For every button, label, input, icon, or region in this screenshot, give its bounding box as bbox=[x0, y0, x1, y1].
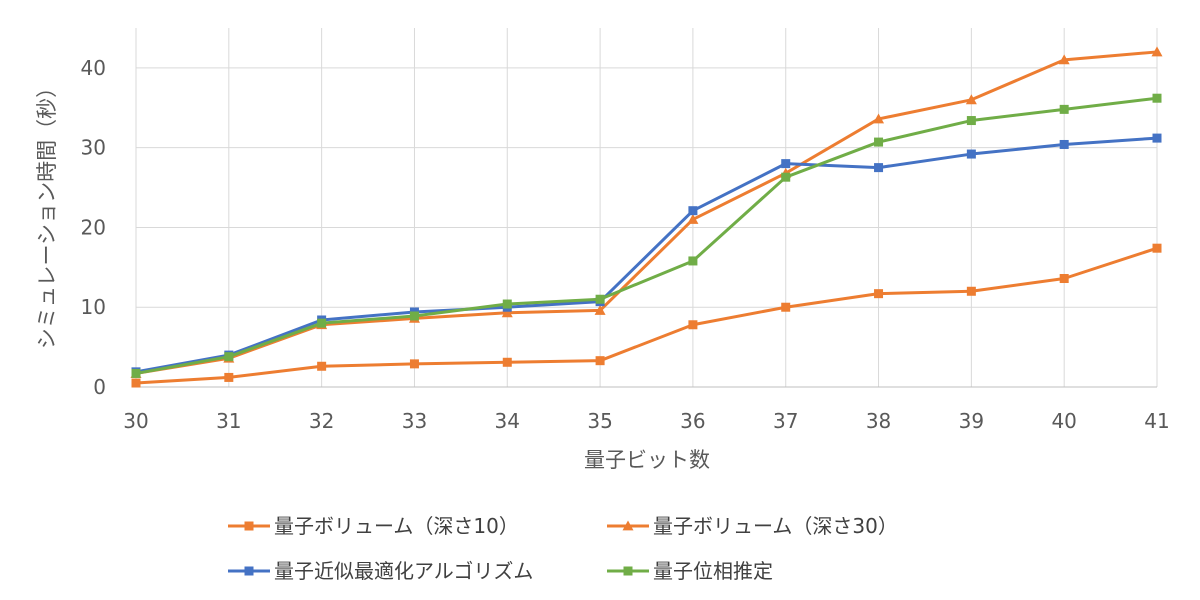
series-3 bbox=[131, 133, 1162, 377]
data-point bbox=[874, 163, 884, 173]
data-point bbox=[688, 256, 698, 266]
series-1 bbox=[131, 243, 1162, 388]
data-point bbox=[1151, 46, 1163, 57]
data-point bbox=[409, 311, 419, 321]
data-point bbox=[966, 286, 976, 296]
data-point bbox=[781, 159, 791, 169]
data-point bbox=[317, 361, 327, 371]
y-tick-label: 0 bbox=[93, 375, 106, 399]
series-line bbox=[135, 50, 1158, 375]
x-tick-label: 30 bbox=[123, 409, 148, 433]
data-point bbox=[688, 320, 698, 330]
data-point bbox=[224, 352, 234, 362]
data-point bbox=[224, 372, 234, 382]
data-point bbox=[874, 137, 884, 147]
series-line bbox=[135, 136, 1158, 374]
grid-lines bbox=[135, 28, 1158, 387]
y-tick-label: 20 bbox=[81, 215, 106, 239]
data-point bbox=[131, 378, 141, 388]
data-point bbox=[594, 304, 606, 315]
x-tick-label: 36 bbox=[680, 409, 705, 433]
x-tick-label: 40 bbox=[1051, 409, 1076, 433]
y-tick-label: 10 bbox=[81, 295, 106, 319]
data-point bbox=[781, 302, 791, 312]
legend-label: 量子位相推定 bbox=[653, 559, 773, 583]
legend-item-4: 量子位相推定 bbox=[607, 559, 773, 583]
x-tick-label: 33 bbox=[402, 409, 427, 433]
series-group bbox=[130, 46, 1163, 388]
data-point bbox=[1152, 133, 1162, 143]
data-point bbox=[1152, 93, 1162, 103]
x-axis-title: 量子ビット数 bbox=[584, 448, 710, 472]
data-point bbox=[595, 356, 605, 366]
legend-swatch-marker bbox=[244, 566, 254, 576]
data-point bbox=[873, 113, 885, 124]
legend: 量子ボリューム（深さ10） 量子ボリューム（深さ30） 量子近似最適化アルゴリズム 量… bbox=[228, 514, 898, 583]
legend-swatch-marker bbox=[622, 520, 634, 531]
data-point bbox=[781, 172, 791, 182]
data-point bbox=[874, 289, 884, 299]
legend-label: 量子ボリューム（深さ30） bbox=[653, 514, 898, 538]
data-point bbox=[688, 206, 698, 216]
series-line bbox=[135, 246, 1158, 385]
legend-label: 量子ボリューム（深さ10） bbox=[274, 514, 519, 538]
data-point bbox=[409, 359, 419, 369]
data-point bbox=[502, 299, 512, 309]
x-tick-label: 38 bbox=[866, 409, 891, 433]
legend-item-1: 量子ボリューム（深さ10） bbox=[228, 514, 519, 538]
x-tick-label: 35 bbox=[587, 409, 612, 433]
x-tick-label: 32 bbox=[309, 409, 334, 433]
legend-label: 量子近似最適化アルゴリズム bbox=[274, 559, 533, 583]
x-tick-label: 34 bbox=[495, 409, 520, 433]
legend-item-2: 量子ボリューム（深さ30） bbox=[607, 514, 898, 538]
series-line bbox=[135, 96, 1158, 375]
data-point bbox=[595, 294, 605, 304]
data-point bbox=[1059, 104, 1069, 114]
data-point bbox=[965, 94, 977, 105]
series-2 bbox=[130, 46, 1163, 378]
y-axis-title: シミュレーション時間（秒） bbox=[35, 77, 59, 349]
data-point bbox=[317, 318, 327, 328]
x-tick-label: 37 bbox=[773, 409, 798, 433]
legend-swatch-marker bbox=[623, 566, 633, 576]
data-point bbox=[966, 116, 976, 126]
data-point bbox=[501, 307, 513, 318]
series-4 bbox=[131, 93, 1162, 378]
x-tick-label: 31 bbox=[216, 409, 241, 433]
y-tick-label: 30 bbox=[81, 136, 106, 160]
data-point bbox=[687, 213, 699, 224]
data-point bbox=[966, 149, 976, 159]
data-point bbox=[1059, 139, 1069, 149]
x-tick-label: 39 bbox=[959, 409, 984, 433]
data-point bbox=[502, 357, 512, 367]
x-tick-label: 41 bbox=[1144, 409, 1169, 433]
data-point bbox=[1152, 243, 1162, 253]
data-point bbox=[131, 368, 141, 378]
tick-labels: 30 31 32 33 34 35 36 37 38 39 40 41 0 10 20 30 40 bbox=[81, 56, 1170, 433]
y-tick-label: 40 bbox=[81, 56, 106, 80]
data-point bbox=[1059, 274, 1069, 284]
data-point bbox=[1058, 54, 1070, 65]
legend-swatch-marker bbox=[244, 521, 254, 531]
legend-item-3: 量子近似最適化アルゴリズム bbox=[228, 559, 533, 583]
